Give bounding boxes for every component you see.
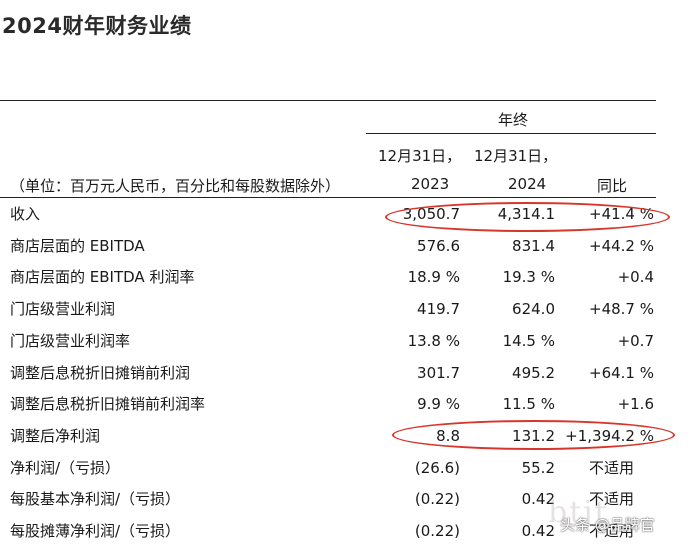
row-label: 收入 xyxy=(10,205,41,223)
page-title: 2024财年财务业绩 xyxy=(2,14,192,38)
watermark-background: btjt xyxy=(548,495,609,530)
table-row: 门店级营业利润 419.7 624.0 +48.7 % xyxy=(0,294,692,326)
row-label: 门店级营业利润率 xyxy=(10,331,131,350)
row-label: 每股基本净利润/（亏损） xyxy=(10,490,181,509)
table-row: 商店层面的 EBITDA 576.6 831.4 +44.2 % xyxy=(0,231,692,263)
table-row: 商店层面的 EBITDA 利润率 18.9 % 19.3 % +0.4 xyxy=(0,262,692,294)
value-2023: 419.7 xyxy=(417,300,460,319)
value-2024: 624.0 xyxy=(512,300,555,319)
value-2023: (0.22) xyxy=(414,490,460,509)
table-top-rule xyxy=(0,100,656,101)
table-row: 调整后息税折旧摊销前利润 301.7 495.2 +64.1 % xyxy=(0,358,692,390)
table-row: 门店级营业利润率 13.8 % 14.5 % +0.7 xyxy=(0,326,692,358)
table-row: 调整后息税折旧摊销前利润率 9.9 % 11.5 % +1.6 xyxy=(0,389,692,421)
value-yoy: 不适用 xyxy=(589,522,635,540)
row-label: 净利润/（亏损） xyxy=(10,458,121,477)
table-row: 每股基本净利润/（亏损） (0.22) 0.42 不适用 xyxy=(0,484,692,516)
value-2023: 18.9 % xyxy=(407,268,460,287)
year-end-header: 年终 xyxy=(498,111,529,129)
watermark: 头条 @品牌官 xyxy=(560,516,655,534)
unit-note: （单位：百万元人民币，百分比和每股数据除外） xyxy=(10,177,341,195)
year-header-2024: 2024 xyxy=(508,175,547,193)
row-label: 商店层面的 EBITDA xyxy=(10,236,145,255)
value-2024: 11.5 % xyxy=(502,395,555,414)
value-2023: 9.9 % xyxy=(417,395,460,414)
year-end-rule xyxy=(366,133,656,134)
value-2024: 55.2 xyxy=(521,458,555,477)
value-yoy: +44.2 % xyxy=(589,236,654,255)
date-header-2023: 12月31日， xyxy=(378,147,462,165)
row-label: 门店级营业利润 xyxy=(10,300,116,319)
header-bottom-rule xyxy=(0,197,656,198)
value-2023: 576.6 xyxy=(417,236,460,255)
row-label: 调整后息税折旧摊销前利润率 xyxy=(10,395,206,414)
value-2024: 14.5 % xyxy=(502,331,555,350)
value-yoy: 不适用 xyxy=(589,458,635,477)
value-yoy: +0.4 xyxy=(617,268,654,287)
value-yoy: 不适用 xyxy=(589,490,635,509)
date-header-2024: 12月31日， xyxy=(474,147,558,165)
value-2024: 0.42 xyxy=(521,522,555,540)
year-header-2023: 2023 xyxy=(411,175,450,193)
value-2023: (26.6) xyxy=(414,458,460,477)
value-2023: 13.8 % xyxy=(407,331,460,350)
value-2024: 495.2 xyxy=(512,363,555,382)
value-2023: 301.7 xyxy=(417,363,460,382)
value-2023: (0.22) xyxy=(414,522,460,540)
value-2024: 0.42 xyxy=(521,490,555,509)
adjusted-net-profit-highlight-oval xyxy=(392,420,675,450)
value-yoy: +1.6 xyxy=(617,395,654,414)
value-yoy: +48.7 % xyxy=(589,300,654,319)
row-label: 调整后净利润 xyxy=(10,426,101,445)
value-2024: 831.4 xyxy=(512,236,555,255)
revenue-highlight-oval xyxy=(385,202,670,232)
yoy-header: 同比 xyxy=(597,177,628,195)
value-2024: 19.3 % xyxy=(502,268,555,287)
row-label: 商店层面的 EBITDA 利润率 xyxy=(10,268,195,287)
value-yoy: +0.7 xyxy=(617,331,654,350)
table-row: 每股摊薄净利润/（亏损） (0.22) 0.42 不适用 xyxy=(0,516,692,548)
value-yoy: +64.1 % xyxy=(589,363,654,382)
row-label: 每股摊薄净利润/（亏损） xyxy=(10,522,181,540)
row-label: 调整后息税折旧摊销前利润 xyxy=(10,363,191,382)
table-row: 净利润/（亏损） (26.6) 55.2 不适用 xyxy=(0,453,692,485)
